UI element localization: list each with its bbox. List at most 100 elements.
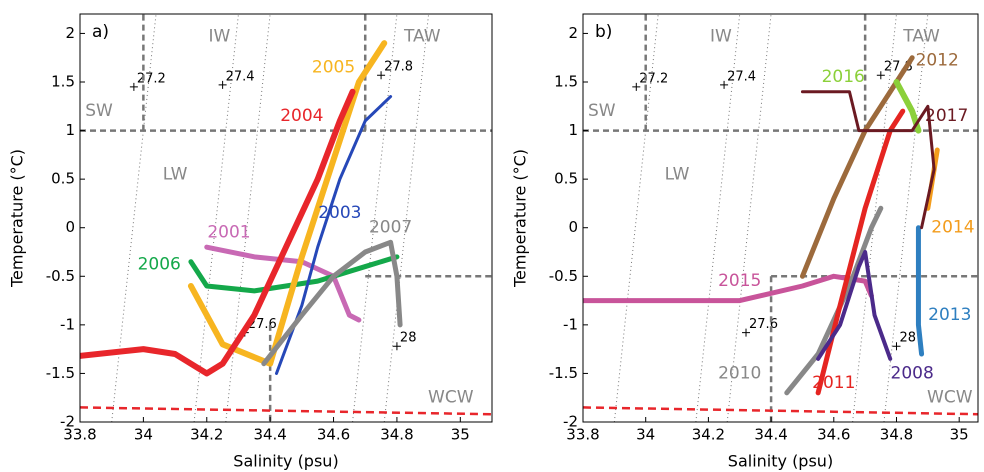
water-mass-label: TAW <box>403 26 441 46</box>
isopycnal <box>613 14 659 422</box>
y-tick-label: -1.5 <box>46 364 75 382</box>
panel-label: a) <box>92 22 109 42</box>
water-mass-label: IW <box>209 26 231 46</box>
water-mass-label: LW <box>163 164 188 184</box>
series-label: 2001 <box>207 223 250 243</box>
profile-line <box>784 205 884 396</box>
isopycnal <box>726 14 772 422</box>
isopycnal <box>852 14 897 422</box>
isopycnal <box>383 14 430 422</box>
series-label: 2014 <box>931 218 974 238</box>
x-tick-label: 34.2 <box>190 426 223 444</box>
x-axis-label: Salinity (psu) <box>233 452 338 471</box>
series-label: 2011 <box>812 373 855 393</box>
profile-line <box>816 250 893 361</box>
y-axis-label: Temperature (°C) <box>8 149 27 288</box>
water-mass-label: IW <box>710 26 732 46</box>
series-label: 2003 <box>318 203 361 223</box>
profile-line <box>583 273 874 304</box>
isopycnal <box>352 14 398 422</box>
isopycnal-label: 27.2 <box>639 71 668 86</box>
series-label: 2008 <box>891 363 934 383</box>
y-tick-label: 2 <box>65 24 75 42</box>
y-tick-label: 0.5 <box>554 170 578 188</box>
profile-line <box>204 244 362 323</box>
plot-frame <box>582 13 979 423</box>
isopycnal-marker <box>218 80 227 89</box>
water-mass-label: WCW <box>428 388 474 408</box>
isopycnal-marker <box>876 71 885 80</box>
profile-line <box>800 90 936 230</box>
isopycnal-marker <box>632 82 641 91</box>
freezing-line <box>79 406 493 416</box>
series-label: 2012 <box>916 51 959 71</box>
isopycnal-label: 28 <box>400 331 417 346</box>
plot-frame <box>79 13 493 423</box>
profile-line <box>261 239 403 367</box>
series-label: 2015 <box>718 271 761 291</box>
x-tick-label: 34.6 <box>317 426 350 444</box>
isopycnal-marker <box>892 342 901 351</box>
isopycnal-marker <box>742 328 751 337</box>
y-tick-label: 1 <box>65 121 75 139</box>
isopycnal-marker <box>392 342 401 351</box>
x-tick-label: 33.8 <box>566 426 599 444</box>
y-tick-label: 1.5 <box>554 73 578 91</box>
x-tick-label: 34.2 <box>692 426 725 444</box>
series-label: 2005 <box>312 57 355 77</box>
profile-line <box>915 225 925 357</box>
series-label: 2016 <box>822 67 865 87</box>
x-tick-label: 34.4 <box>253 426 286 444</box>
isopycnal-label: 27.8 <box>384 60 413 75</box>
profile-line <box>80 88 356 377</box>
x-tick-label: 34 <box>134 426 153 444</box>
water-mass-label: WCW <box>927 388 973 408</box>
isopycnal <box>193 14 239 422</box>
series-label: 2013 <box>928 305 971 325</box>
isopycnal-marker <box>377 71 386 80</box>
y-tick-label: -0.5 <box>549 267 578 285</box>
isopycnal <box>225 14 271 422</box>
y-tick-label: 1 <box>568 121 578 139</box>
profile-line <box>187 40 388 367</box>
isopycnal-marker <box>129 82 138 91</box>
y-tick-label: -2 <box>60 413 75 431</box>
x-tick-label: 34.8 <box>380 426 413 444</box>
y-tick-label: -1.5 <box>549 364 578 382</box>
x-tick-label: 34.8 <box>880 426 913 444</box>
series-label: 2010 <box>718 363 761 383</box>
profile-line <box>188 254 400 294</box>
isopycnal <box>695 14 741 422</box>
isopycnal-label: 27.2 <box>137 71 166 86</box>
x-tick-label: 34 <box>636 426 655 444</box>
x-tick-label: 34.4 <box>754 426 787 444</box>
water-mass-label: LW <box>665 164 690 184</box>
x-axis-label: Salinity (psu) <box>728 452 833 471</box>
series-label: 2007 <box>369 218 412 238</box>
y-tick-label: 2 <box>568 24 578 42</box>
water-mass-label: SW <box>85 101 113 121</box>
y-tick-label: 0.5 <box>51 170 75 188</box>
x-tick-label: 33.8 <box>63 426 96 444</box>
x-tick-label: 34.6 <box>817 426 850 444</box>
freezing-line <box>582 406 979 416</box>
series-label: 2006 <box>138 255 181 275</box>
y-tick-label: -1 <box>60 315 75 333</box>
water-mass-label: TAW <box>902 26 940 46</box>
isopycnal <box>883 14 929 422</box>
series-label: 2004 <box>280 106 323 126</box>
water-mass-label: SW <box>588 101 616 121</box>
isopycnal-marker <box>720 80 729 89</box>
isopycnal-label: 27.6 <box>749 317 778 332</box>
y-axis-label: Temperature (°C) <box>511 149 530 288</box>
x-tick-label: 35 <box>451 426 470 444</box>
x-tick-label: 35 <box>950 426 969 444</box>
y-tick-label: -1 <box>563 315 578 333</box>
isopycnal-label: 28 <box>899 331 916 346</box>
y-tick-label: 0 <box>65 218 75 236</box>
y-tick-label: 1.5 <box>51 73 75 91</box>
y-tick-label: -2 <box>563 413 578 431</box>
isopycnal-label: 27.4 <box>727 69 756 84</box>
series-label: 2017 <box>925 106 968 126</box>
panel-label: b) <box>595 22 612 42</box>
